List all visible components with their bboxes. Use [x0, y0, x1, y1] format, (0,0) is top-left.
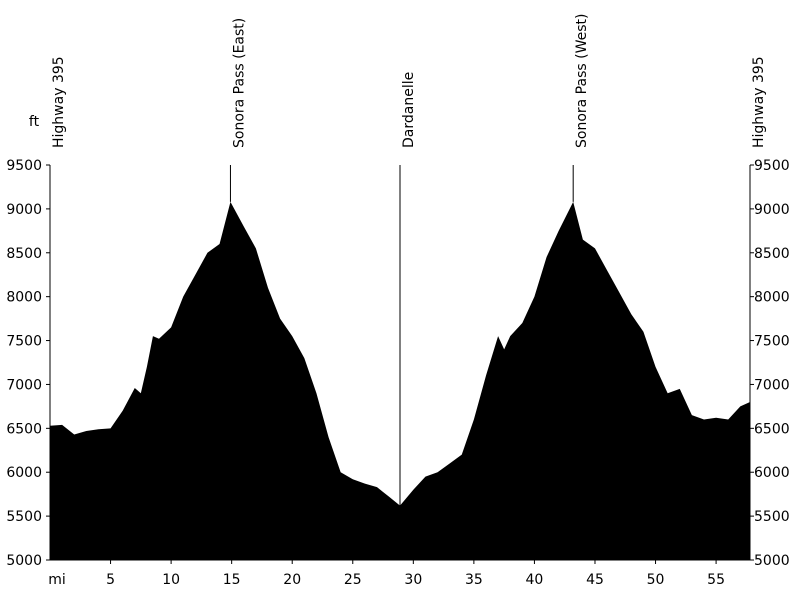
y2-tick-label: 5500 [754, 509, 790, 525]
marker-label: Highway 395 [51, 56, 67, 148]
y2-tick-label: 6000 [754, 465, 790, 481]
y-axis-label: ft [29, 114, 40, 130]
x-tick-label: 20 [283, 572, 301, 588]
x-tick-label: 15 [223, 572, 241, 588]
y2-tick-label: 7000 [754, 377, 790, 393]
y2-tick-label: 9500 [754, 158, 790, 174]
y2-tick-label: 9000 [754, 202, 790, 218]
y2-tick-label: 8500 [754, 246, 790, 262]
x-tick-label: 25 [344, 572, 362, 588]
y-tick-label: 8000 [6, 290, 42, 306]
y-tick-label: 9500 [6, 158, 42, 174]
y2-tick-label: 7500 [754, 334, 790, 350]
y-tick-label: 9000 [6, 202, 42, 218]
x-axis-label: mi [48, 572, 66, 588]
y2-tick-label: 8000 [754, 290, 790, 306]
y-tick-label: 6500 [6, 421, 42, 437]
elevation-area [50, 201, 750, 560]
y-tick-label: 8500 [6, 246, 42, 262]
x-tick-label: 35 [465, 572, 483, 588]
marker-label: Sonora Pass (East) [231, 18, 247, 148]
x-tick-label: 55 [707, 572, 725, 588]
y-tick-label: 7000 [6, 377, 42, 393]
y-tick-label: 5000 [6, 553, 42, 569]
marker-label: Dardanelle [401, 72, 417, 148]
y2-tick-label: 6500 [754, 421, 790, 437]
y-tick-label: 7500 [6, 334, 42, 350]
y2-tick-label: 5000 [754, 553, 790, 569]
x-tick-label: 45 [586, 572, 604, 588]
x-tick-label: 10 [162, 572, 180, 588]
y-tick-label: 6000 [6, 465, 42, 481]
x-tick-label: 5 [106, 572, 115, 588]
x-tick-label: 50 [647, 572, 665, 588]
x-tick-label: 30 [404, 572, 422, 588]
marker-label: Highway 395 [751, 56, 767, 148]
y-tick-label: 5500 [6, 509, 42, 525]
marker-label: Sonora Pass (West) [574, 14, 590, 148]
x-tick-label: 40 [526, 572, 544, 588]
